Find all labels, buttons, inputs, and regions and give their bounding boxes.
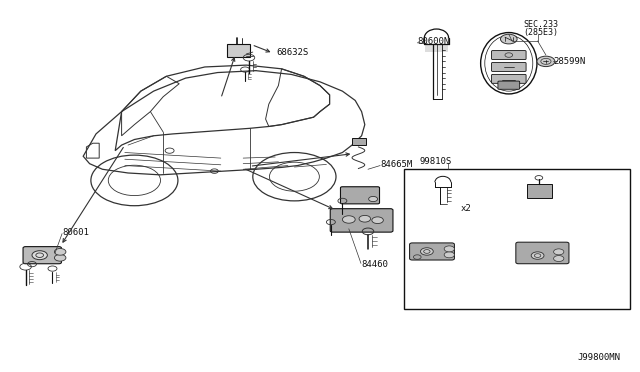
Text: 99810S: 99810S <box>419 157 451 166</box>
Bar <box>404 169 630 309</box>
Text: 28599N: 28599N <box>554 57 586 66</box>
FancyBboxPatch shape <box>498 81 520 89</box>
FancyBboxPatch shape <box>527 184 552 198</box>
Text: 68632S: 68632S <box>276 48 308 57</box>
Circle shape <box>32 251 47 260</box>
FancyBboxPatch shape <box>492 62 526 71</box>
Circle shape <box>500 34 517 44</box>
FancyBboxPatch shape <box>23 247 61 264</box>
FancyBboxPatch shape <box>340 187 380 204</box>
FancyBboxPatch shape <box>425 44 448 52</box>
Circle shape <box>359 215 371 222</box>
Text: (285E3): (285E3) <box>524 28 559 37</box>
FancyBboxPatch shape <box>492 51 526 60</box>
FancyBboxPatch shape <box>516 242 569 264</box>
Circle shape <box>554 249 564 255</box>
FancyBboxPatch shape <box>492 74 526 83</box>
Text: x2: x2 <box>461 204 472 213</box>
Circle shape <box>444 246 454 252</box>
Circle shape <box>531 252 544 259</box>
Circle shape <box>342 216 355 223</box>
Text: 84460: 84460 <box>362 260 388 269</box>
Circle shape <box>537 56 555 67</box>
Circle shape <box>554 256 564 262</box>
Circle shape <box>54 248 66 255</box>
Circle shape <box>444 252 454 258</box>
Circle shape <box>369 196 378 202</box>
Bar <box>352 138 366 145</box>
Circle shape <box>372 217 383 224</box>
Circle shape <box>420 248 433 255</box>
Text: SEC.233: SEC.233 <box>524 20 559 29</box>
Text: 84665M: 84665M <box>381 160 413 169</box>
Circle shape <box>54 254 66 261</box>
Text: 80601: 80601 <box>62 228 89 237</box>
FancyBboxPatch shape <box>410 243 454 260</box>
Text: 80600N: 80600N <box>417 37 449 46</box>
Text: J99800MN: J99800MN <box>578 353 621 362</box>
FancyBboxPatch shape <box>330 209 393 232</box>
FancyBboxPatch shape <box>227 44 250 57</box>
